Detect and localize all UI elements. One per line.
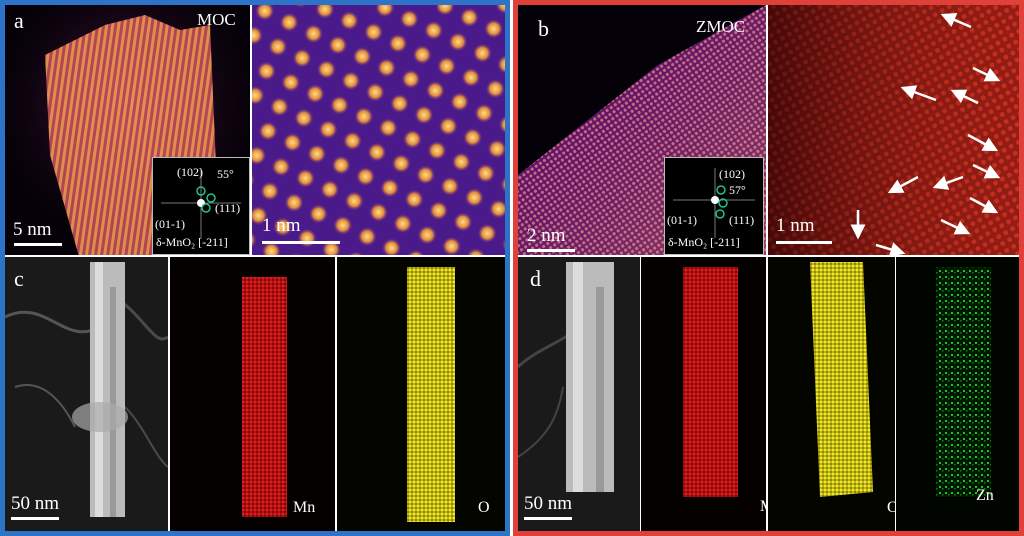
fft-a-left: (01-1): [155, 217, 185, 231]
panel-c-letter: c: [14, 266, 24, 291]
panel-b-scale-right-label: 1 nm: [776, 215, 815, 236]
panel-d-haadf: [518, 257, 640, 531]
panel-c-scale-label: 50 nm: [11, 493, 60, 514]
panel-c-scale-bar: [11, 517, 59, 520]
panel-c-label-o: O: [478, 499, 490, 516]
panel-group-moc: [0, 0, 510, 536]
fft-b-left: (01-1): [667, 213, 697, 227]
panel-a-scale-left-label: 5 nm: [13, 219, 52, 240]
panel-d-scale-bar: [524, 517, 572, 520]
moc-haadf-image: [5, 262, 168, 517]
panel-d-letter: d: [530, 266, 541, 291]
panel-d-label-o: O: [887, 499, 899, 516]
fft-b-right: (111): [729, 213, 755, 227]
panel-a-scale-right-bar: [262, 241, 340, 244]
panel-c-map-mn: [170, 257, 335, 531]
defect-arrows: [850, 13, 1001, 255]
fft-spot-102: [716, 185, 726, 195]
panel-a-lattice-image: [252, 5, 505, 255]
panel-a-tag: MOC: [197, 10, 236, 29]
fft-spot-102: [196, 186, 206, 196]
fft-spot-111: [206, 193, 216, 203]
fft-b-angle: 57°: [729, 183, 746, 197]
panel-c-map-o: [337, 257, 505, 531]
fft-spot-011: [201, 203, 211, 213]
panel-c-label-mn: Mn: [293, 499, 316, 516]
panel-a-scale-left-bar: [14, 243, 62, 246]
panel-a-scale-right-label: 1 nm: [262, 215, 301, 236]
zmoc-defect-image: [768, 5, 1019, 255]
panel-b-scale-left-bar: [527, 249, 575, 252]
panel-a-fft-inset: (102) 55° (111) (01-1) δ-MnO₂ [-211]: [152, 157, 250, 255]
zmoc-haadf-image: [518, 262, 614, 492]
fft-a-angle: 55°: [217, 167, 234, 181]
fft-spot-111: [718, 198, 728, 208]
fft-a-right: (111): [215, 201, 241, 215]
fft-b-zone: δ-MnO₂ [-211]: [668, 235, 740, 249]
panel-d-map-o: [768, 257, 895, 531]
panel-d-label-zn: Zn: [976, 487, 994, 504]
panel-b-scale-right-bar: [776, 241, 832, 244]
panel-b-lattice-image: [768, 5, 1019, 255]
panel-d-map-zn: [896, 257, 1019, 531]
panel-d-map-mn: [641, 257, 766, 531]
panel-c-haadf: [5, 257, 168, 531]
panel-b-tag: ZMOC: [696, 17, 746, 36]
fft-a-top: (102): [177, 165, 203, 179]
fft-a-zone: δ-MnO₂ [-211]: [156, 235, 228, 249]
panel-b-fft-inset: (102) 57° (111) (01-1) δ-MnO₂ [-211]: [664, 157, 764, 255]
panel-d-scale-label: 50 nm: [524, 493, 573, 514]
fft-spot-011: [715, 209, 725, 219]
fft-b-top: (102): [719, 167, 745, 181]
moc-lattice-image: [252, 5, 505, 255]
panel-b-scale-left-label: 2 nm: [527, 225, 566, 246]
panel-b-letter: b: [538, 16, 549, 41]
panel-a-letter: a: [14, 8, 24, 33]
panel-group-zmoc: [513, 0, 1024, 536]
